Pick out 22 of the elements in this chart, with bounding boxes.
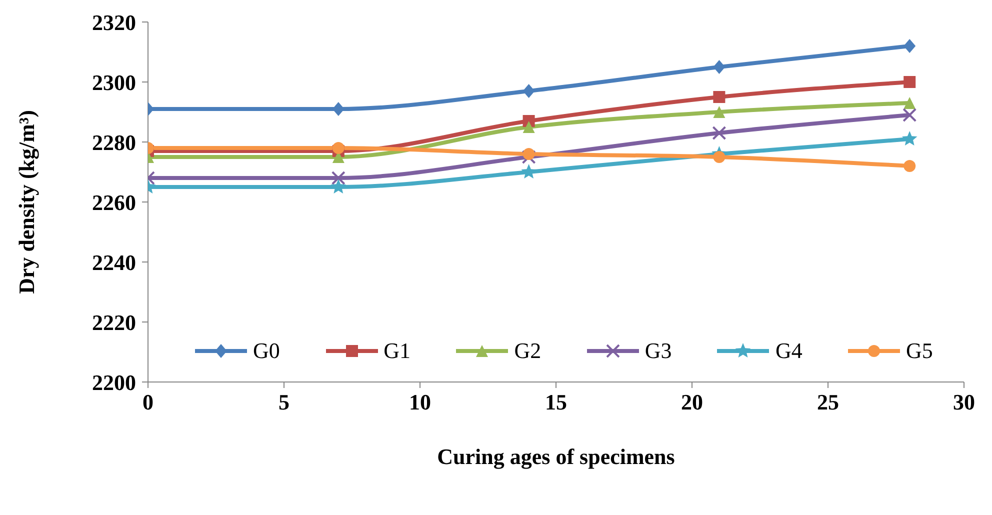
x-tick-label: 30 [953, 390, 975, 415]
y-tick-label: 2220 [92, 310, 136, 335]
x-tick-label: 10 [409, 390, 431, 415]
legend-label: G5 [906, 338, 933, 364]
legend-label: G2 [514, 338, 542, 364]
y-tick-label: 2280 [92, 130, 136, 155]
y-axis-title: Dry density (kg/m³) [14, 110, 39, 294]
x-tick-label: 5 [278, 390, 290, 415]
x-tick-label: 15 [545, 390, 567, 415]
x-tick-label: 25 [817, 390, 839, 415]
y-tick-label: 2240 [92, 250, 136, 275]
legend-label: G1 [384, 338, 410, 364]
x-tick-label: 20 [681, 390, 703, 415]
legend-label: G0 [253, 338, 280, 364]
y-tick-label: 2300 [92, 70, 136, 95]
x-axis-title: Curing ages of specimens [437, 444, 676, 469]
legend-label: G3 [644, 338, 672, 364]
legend-label: G4 [775, 338, 802, 364]
y-tick-label: 2320 [92, 10, 136, 35]
x-tick-label: 0 [142, 390, 154, 415]
y-tick-label: 2200 [92, 370, 136, 395]
y-tick-label: 2260 [92, 190, 136, 215]
